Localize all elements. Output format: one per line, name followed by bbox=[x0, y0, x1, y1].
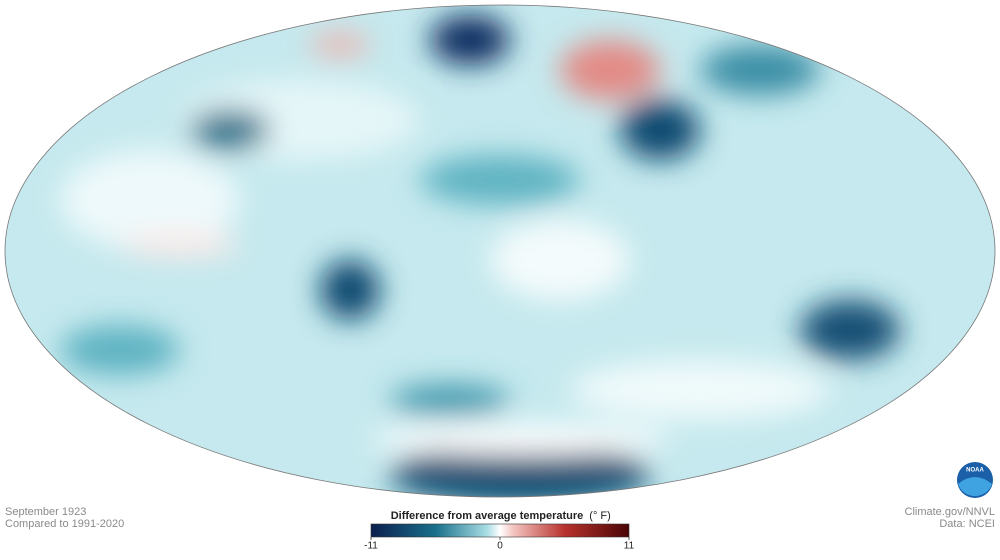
map-subtitle: Compared to 1991-2020 bbox=[5, 518, 124, 530]
globe-outline bbox=[4, 4, 996, 498]
logo-text: NOAA bbox=[966, 468, 984, 474]
colorbar-scale bbox=[370, 523, 630, 538]
source: Data: NCEI bbox=[939, 518, 995, 530]
colorbar-title: Difference from average temperature bbox=[391, 510, 584, 522]
credit: Climate.gov/NNVL bbox=[905, 506, 995, 518]
colorbar-tick-label: -11 bbox=[364, 541, 378, 552]
colorbar-tick-label: 11 bbox=[624, 541, 635, 552]
temperature-map bbox=[5, 5, 995, 497]
anomaly-field bbox=[60, 15, 900, 497]
colorbar: Difference from average temperature (° F… bbox=[364, 510, 634, 552]
noaa-logo: NOAA bbox=[957, 462, 993, 498]
map-title: September 1923 bbox=[5, 506, 86, 518]
colorbar-tick-label: 0 bbox=[497, 541, 503, 552]
colorbar-unit: (° F) bbox=[589, 510, 611, 522]
